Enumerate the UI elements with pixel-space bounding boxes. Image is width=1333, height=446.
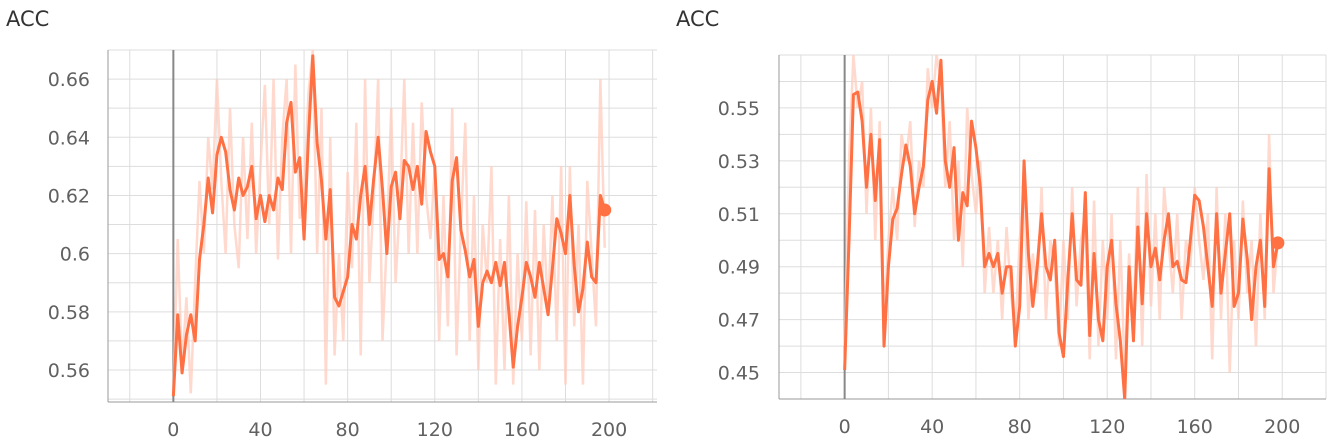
acc-chart-right: ACC 0 40 80 120 160 200 0.45 0.47 0.49 0.51 0.53 0.5… — [676, 7, 1327, 438]
x-tick-label: 200 — [1264, 416, 1300, 438]
y-tick-label: 0.64 — [48, 127, 90, 149]
y-tick-label: 0.6 — [60, 244, 90, 266]
chart-title: ACC — [6, 7, 49, 31]
x-tick-label: 160 — [1177, 416, 1213, 438]
chart-panel-right: ACC 0 40 80 120 160 200 0.45 0.47 0.49 0.51 0.53 0.5… — [666, 0, 1333, 446]
y-tick-label: 0.51 — [718, 204, 760, 226]
y-tick-label: 0.58 — [48, 302, 90, 324]
x-tick-label: 120 — [1089, 416, 1125, 438]
y-tick-label: 0.53 — [718, 151, 760, 173]
last-point-marker — [1271, 236, 1285, 250]
y-tick-label: 0.45 — [718, 363, 760, 385]
y-tick-label: 0.62 — [48, 185, 90, 207]
x-tick-label: 80 — [1008, 416, 1032, 438]
y-tick-label: 0.47 — [718, 310, 760, 332]
x-tick-label: 40 — [248, 419, 272, 441]
last-point-marker — [598, 203, 612, 217]
x-tick-label: 80 — [336, 419, 360, 441]
chart-title: ACC — [676, 7, 719, 31]
x-tick-label: 0 — [167, 419, 179, 441]
chart-panel-left: ACC 0 40 80 120 160 200 0.56 0.58 0.6 0.62 0.64 0.66 — [0, 0, 666, 446]
x-tick-label: 40 — [920, 416, 944, 438]
smoothed-series-line — [171, 54, 607, 397]
x-tick-label: 160 — [504, 419, 540, 441]
x-tick-label: 200 — [591, 419, 627, 441]
y-tick-label: 0.56 — [48, 360, 90, 382]
x-tick-label: 120 — [417, 419, 453, 441]
smoothed-series-line — [843, 58, 1280, 399]
acc-chart-left: ACC 0 40 80 120 160 200 0.56 0.58 0.6 0.62 0.64 0.66 — [6, 7, 657, 441]
y-tick-label: 0.66 — [48, 69, 90, 91]
y-tick-label: 0.49 — [718, 257, 760, 279]
y-tick-label: 0.55 — [718, 98, 760, 120]
x-tick-label: 0 — [839, 416, 851, 438]
grid — [108, 49, 657, 402]
